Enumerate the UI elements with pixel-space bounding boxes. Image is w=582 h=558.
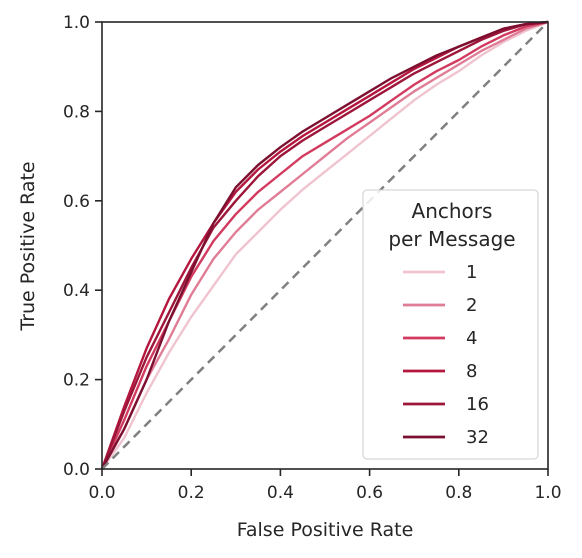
- legend-label-4: 4: [466, 328, 477, 349]
- x-tick-label: 0.4: [267, 483, 294, 503]
- x-tick-label: 1.0: [534, 483, 561, 503]
- x-tick-label: 0.6: [356, 483, 383, 503]
- legend-label-32: 32: [466, 427, 489, 448]
- legend: Anchors per Message 1 2 4 8 16 32: [362, 189, 539, 460]
- series-line-1: [101, 20, 549, 470]
- y-tick-label: 1.0: [63, 13, 90, 33]
- y-tick-label: 0.6: [63, 192, 90, 212]
- series-line-32: [100, 20, 549, 470]
- legend-label-8: 8: [466, 361, 477, 382]
- diagonal-reference-line: [101, 21, 549, 470]
- x-tick-label: 0.2: [178, 483, 205, 503]
- x-axis-title: False Positive Rate: [237, 519, 414, 541]
- y-tick-label: 0.0: [63, 460, 90, 480]
- x-tick-label: 0.8: [445, 483, 472, 503]
- series-line-16: [100, 20, 549, 470]
- y-axis-title: True Positive Rate: [17, 161, 39, 331]
- x-axis-ticks: 0.0 0.2 0.4 0.6 0.8 1.0: [88, 469, 562, 503]
- y-tick-label: 0.8: [63, 102, 90, 122]
- series-line-2: [100, 20, 549, 470]
- legend-title: Anchors: [412, 199, 493, 223]
- x-tick-label: 0.0: [88, 483, 115, 503]
- y-axis-ticks: 0.0 0.2 0.4 0.6 0.8 1.0: [63, 13, 102, 480]
- legend-label-2: 2: [466, 295, 477, 316]
- legend-title-line2: per Message: [388, 227, 515, 251]
- y-tick-label: 0.4: [63, 281, 90, 301]
- legend-label-16: 16: [466, 394, 489, 415]
- legend-items: 1 2 4 8 16 32: [403, 262, 489, 448]
- legend-label-1: 1: [466, 262, 477, 283]
- y-tick-label: 0.2: [63, 371, 90, 391]
- plot-frame: [101, 21, 549, 470]
- legend-box: [362, 189, 539, 460]
- series-layer: [100, 20, 549, 470]
